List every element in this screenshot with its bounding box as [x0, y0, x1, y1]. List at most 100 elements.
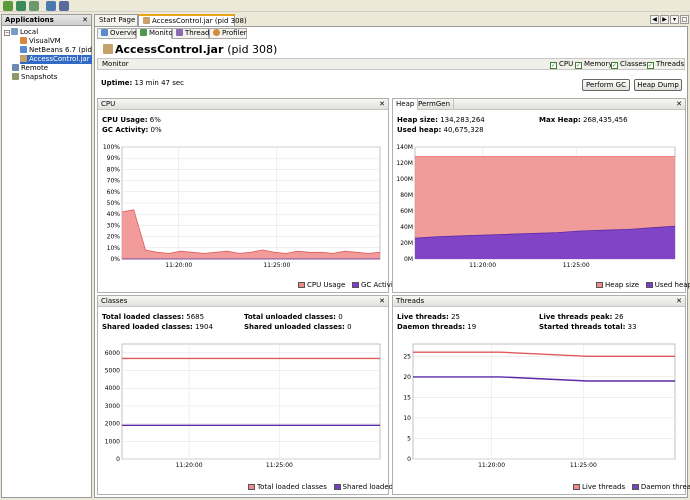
x-tick-label: 11:20:00 — [165, 262, 192, 269]
daemon-threads-stat: Daemon threads: 19 — [397, 323, 477, 331]
y-tick-label: 120M — [396, 160, 413, 167]
maximize-icon[interactable]: □ — [680, 15, 689, 24]
subtab-monitor[interactable]: Monitor — [136, 28, 176, 39]
plot-area — [412, 343, 676, 460]
y-tick-label: 3000 — [105, 403, 120, 410]
visualvm-icon — [20, 37, 27, 44]
x-tick-label: 11:20:00 — [176, 462, 203, 469]
tree-item-local[interactable]: − Local — [4, 28, 39, 36]
y-tick-label: 40% — [107, 211, 121, 218]
add-jmx-icon[interactable] — [3, 1, 13, 11]
close-icon[interactable]: ✕ — [379, 100, 385, 108]
y-tick-label: 0 — [407, 456, 411, 463]
subtab-threads[interactable]: Threads — [172, 28, 213, 39]
y-tick-label: 60% — [107, 189, 121, 196]
y-tick-label: 10 — [403, 415, 411, 422]
y-tick-label: 1000 — [105, 438, 120, 445]
tab-list-icon[interactable]: ▾ — [670, 15, 679, 24]
tree-item-accesscontrol[interactable]: AccessControl.jar (pi — [20, 55, 92, 64]
scroll-left-icon[interactable]: ◀ — [650, 15, 659, 24]
gc-activity-stat: GC Activity: 0% — [102, 126, 162, 134]
tab-accesscontrol[interactable]: AccessControl.jar (pid 308) — [138, 14, 247, 26]
plot-area — [121, 343, 381, 460]
x-tick-label: 11:25:00 — [563, 262, 590, 269]
tab-heap[interactable]: Heap — [393, 99, 419, 110]
close-icon[interactable]: ✕ — [676, 297, 682, 305]
threads-chart: 25 20 15 10 5 0 11:20:00 11:25:00 — [403, 343, 676, 469]
legend-swatch — [248, 484, 255, 490]
classes-panel-header: Classes ✕ — [98, 296, 388, 307]
threads-panel: Threads ✕ Live threads: 25 Live threads p… — [392, 295, 690, 495]
used-heap-area — [415, 226, 675, 259]
heap-dump-button[interactable]: Heap Dump — [634, 79, 682, 91]
add-snapshot-icon[interactable] — [29, 1, 39, 11]
tree-item-remote[interactable]: Remote — [12, 64, 48, 73]
threads-panel-header: Threads ✕ — [393, 296, 685, 307]
tree-item-snapshots[interactable]: Snapshots — [12, 73, 57, 82]
close-icon[interactable]: ✕ — [676, 100, 682, 108]
uptime: Uptime: 13 min 47 sec — [101, 79, 185, 87]
checkbox-threads[interactable]: ✓ Threads — [647, 60, 685, 69]
y-tick-label: 80% — [107, 166, 121, 173]
heap-panel: Heap PermGen ✕ Heap size: 134,283,264 Ma… — [392, 98, 690, 293]
y-tick-label: 0M — [404, 256, 413, 263]
tab-start-page[interactable]: Start Page — [94, 14, 138, 26]
daemon-threads-line — [413, 376, 675, 382]
y-tick-label: 30% — [107, 222, 121, 229]
monitor-bar: Monitor ✓ CPU ✓ Memory ✓ Classes ✓ Threads — [97, 58, 685, 70]
cpu-panel: CPU ✕ CPU Usage: 6% GC Activity: 0% 100% 9… — [97, 98, 400, 293]
document-tabbar: Start Page AccessControl.jar (pid 308) ◀… — [94, 14, 690, 26]
snapshots-icon — [12, 73, 19, 80]
tab-permgen[interactable]: PermGen — [415, 99, 455, 110]
y-tick-label: 100M — [396, 176, 413, 183]
y-tick-label: 15 — [403, 394, 411, 401]
java-app-icon — [20, 55, 27, 62]
cpu-usage-stat: CPU Usage: 6% — [102, 116, 161, 124]
remote-icon — [12, 64, 19, 71]
subtab-overview[interactable]: Overview — [97, 28, 143, 39]
checkbox-cpu[interactable]: ✓ CPU — [550, 60, 574, 69]
applications-title: Applications — [5, 16, 54, 24]
y-tick-label: 80M — [400, 192, 413, 199]
heap-size-stat: Heap size: 134,283,264 — [397, 116, 485, 124]
legend-swatch — [333, 484, 341, 490]
used-heap-line — [414, 225, 676, 239]
heap-dump-toolbar-icon[interactable] — [46, 1, 56, 11]
thread-dump-toolbar-icon[interactable] — [59, 1, 69, 11]
y-tick-label: 4000 — [105, 385, 120, 392]
page-title: AccessControl.jar (pid 308) — [103, 43, 277, 56]
shared-unloaded-stat: Shared unloaded classes: 0 — [244, 323, 352, 331]
x-tick-label: 11:20:00 — [478, 462, 505, 469]
y-tick-label: 100% — [103, 144, 120, 151]
close-icon[interactable]: ✕ — [82, 16, 88, 24]
collapse-toggle-icon[interactable]: − — [4, 30, 10, 36]
perform-gc-button[interactable]: Perform GC — [582, 79, 630, 91]
main-toolbar — [0, 0, 690, 12]
tree-item-netbeans[interactable]: NetBeans 6.7 (pid 422 — [20, 46, 92, 55]
legend-swatch — [351, 282, 359, 288]
close-icon[interactable]: ✕ — [379, 297, 385, 305]
cpu-legend: CPU Usage GC Activity — [298, 282, 400, 289]
check-icon: ✓ — [575, 62, 582, 69]
classes-chart: 6000 5000 4000 3000 2000 1000 0 11:20:00 11:25:0… — [105, 343, 381, 469]
overview-icon — [101, 29, 108, 36]
y-tick-label: 6000 — [105, 350, 120, 357]
tree-item-visualvm[interactable]: VisualVM — [20, 37, 61, 46]
started-threads-stat: Started threads total: 33 — [539, 323, 637, 331]
add-remote-host-icon[interactable] — [16, 1, 26, 11]
y-tick-label: 20% — [107, 234, 121, 241]
y-tick-label: 25 — [403, 353, 411, 360]
scroll-right-icon[interactable]: ▶ — [660, 15, 669, 24]
y-tick-label: 70% — [107, 178, 121, 185]
checkbox-classes[interactable]: ✓ Classes — [611, 60, 647, 69]
threads-icon — [176, 29, 183, 36]
monitor-icon — [140, 29, 147, 36]
checkbox-memory[interactable]: ✓ Memory — [575, 60, 613, 69]
heap-chart: 140M 120M 100M 80M 60M 40M 20M 0M 11:20:00 11:25:… — [396, 144, 676, 269]
heap-legend: Heap size Used heap — [596, 282, 690, 289]
legend-swatch — [645, 282, 653, 288]
applications-panel: Applications ✕ − Local VisualVM NetBeans … — [1, 14, 92, 498]
subtab-profiler[interactable]: Profiler — [209, 28, 247, 39]
legend-swatch — [631, 484, 639, 490]
y-tick-label: 50% — [107, 200, 121, 207]
